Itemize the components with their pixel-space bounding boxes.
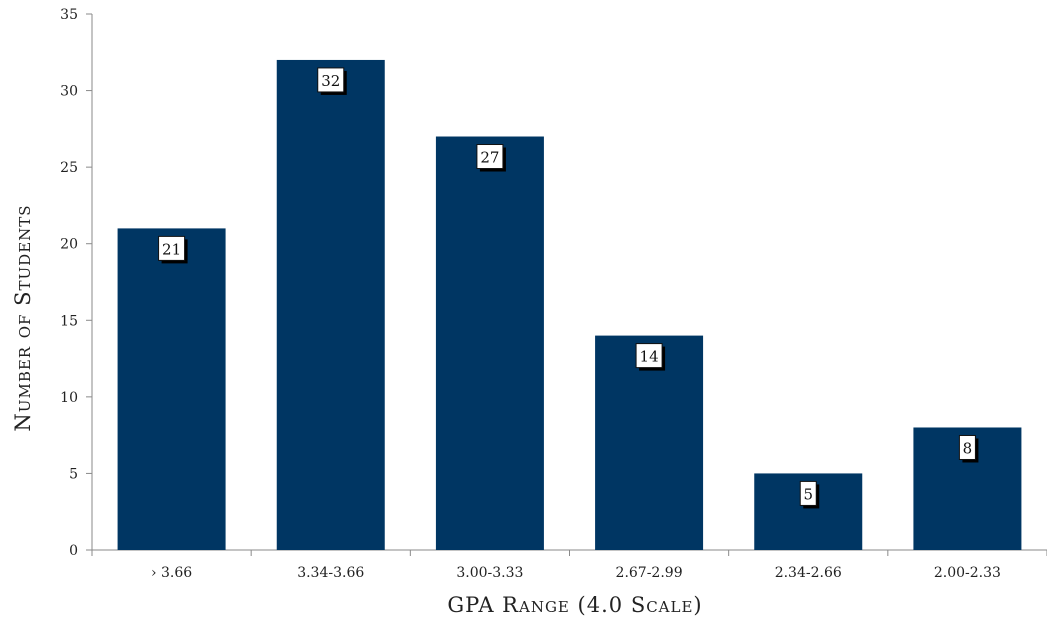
bar [276, 59, 385, 550]
y-tick-label: 5 [69, 466, 78, 482]
y-tick-label: 20 [60, 237, 78, 253]
y-axis-title: Number of Students [11, 204, 35, 431]
x-axis: › 3.66 3.34-3.66 3.00-3.33 2.67-2.99 2.34-2.… [91, 549, 1047, 581]
y-tick-label: 15 [60, 313, 78, 329]
data-label: 27 [480, 149, 499, 167]
y-tick-label: 10 [60, 390, 78, 406]
data-label: 14 [640, 348, 659, 366]
x-tick-label: 3.00-3.33 [456, 565, 523, 581]
data-label: 21 [162, 240, 181, 258]
y-tick-label: 30 [60, 84, 78, 100]
data-label-box [317, 67, 345, 93]
x-axis-title: GPA Range (4.0 Scale) [447, 593, 702, 617]
bars-group [117, 59, 1022, 550]
bar [435, 136, 544, 550]
data-label: 5 [803, 485, 813, 503]
data-label-box [958, 434, 976, 460]
data-label-box [799, 480, 817, 506]
x-tick-label: 3.34-3.66 [297, 565, 364, 581]
data-label-box [635, 343, 663, 369]
data-labels-group: 21 32 27 14 5 8 [158, 67, 979, 509]
y-axis: 0 5 10 15 20 25 30 35 [60, 7, 93, 559]
data-label-box [476, 144, 504, 170]
x-tick-label: › 3.66 [151, 565, 192, 581]
bar [117, 228, 226, 550]
y-tick-label: 0 [69, 543, 78, 559]
data-label-box [158, 235, 186, 261]
y-tick-label: 35 [60, 7, 78, 23]
x-tick-label: 2.00-2.33 [934, 565, 1001, 581]
bar [595, 335, 704, 550]
x-tick-label: 2.34-2.66 [775, 565, 842, 581]
data-label: 32 [321, 72, 340, 90]
y-tick-label: 25 [60, 160, 78, 176]
x-tick-label: 2.67-2.99 [616, 565, 683, 581]
data-label: 8 [963, 439, 973, 457]
